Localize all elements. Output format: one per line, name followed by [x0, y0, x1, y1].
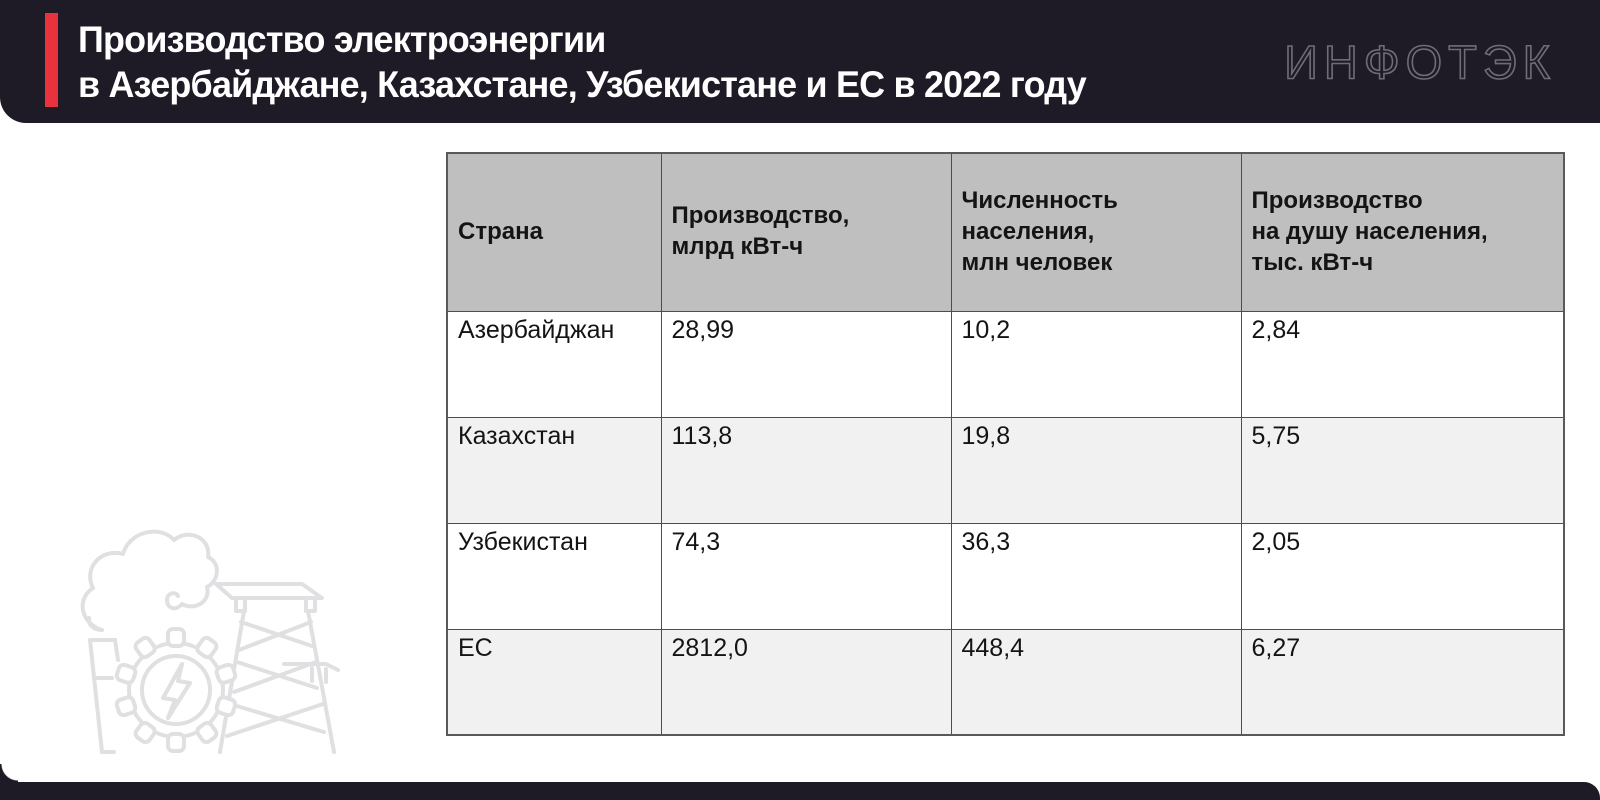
page-title: Производство электроэнергии в Азербайджа… [78, 17, 1087, 107]
cell-per-capita: 2,84 [1240, 310, 1565, 418]
transmission-tower-icon [214, 582, 340, 754]
column-header-country: Страна [446, 152, 662, 312]
page-title-line-2: в Азербайджане, Казахстане, Узбекистане … [78, 63, 1087, 105]
cell-production: 2812,0 [660, 628, 952, 736]
cell-population: 19,8 [950, 416, 1242, 524]
table-container: Страна Производство, млрд кВт-ч Численно… [446, 152, 1565, 736]
cell-country: Узбекистан [446, 522, 662, 630]
table-row: ЕС 2812,0 448,4 6,27 [446, 628, 1565, 736]
cell-population: 448,4 [950, 628, 1242, 736]
lightning-bolt-icon [161, 662, 192, 720]
column-header-production: Производство, млрд кВт-ч [660, 152, 952, 312]
cell-production: 113,8 [660, 416, 952, 524]
cell-per-capita: 5,75 [1240, 416, 1565, 524]
cell-per-capita: 2,05 [1240, 522, 1565, 630]
cell-production: 74,3 [660, 522, 952, 630]
chimney-icon [88, 638, 120, 754]
table-row: Азербайджан 28,99 10,2 2,84 [446, 310, 1565, 418]
footer-bar [0, 782, 1600, 800]
column-header-per-capita: Производство на душу населения, тыс. кВт… [1240, 152, 1565, 312]
cell-country: Азербайджан [446, 310, 662, 418]
table-row: Казахстан 113,8 19,8 5,75 [446, 416, 1565, 524]
infotek-logo: ИНФОТЭК [1283, 34, 1556, 89]
cell-production: 28,99 [660, 310, 952, 418]
accent-bar [45, 13, 58, 107]
cell-country: Казахстан [446, 416, 662, 524]
cell-country: ЕС [446, 628, 662, 736]
footer-fillet [0, 764, 18, 782]
cell-population: 10,2 [950, 310, 1242, 418]
gear-icon [114, 627, 238, 753]
table-header-row: Страна Производство, млрд кВт-ч Численно… [446, 152, 1565, 312]
power-plant-illustration [80, 529, 340, 754]
page-title-line-1: Производство электроэнергии [78, 18, 606, 60]
cell-per-capita: 6,27 [1240, 628, 1565, 736]
cell-population: 36,3 [950, 522, 1242, 630]
smoke-cloud-icon [80, 529, 219, 632]
header-bar: Производство электроэнергии в Азербайджа… [0, 0, 1600, 123]
column-header-population: Численность населения, млн человек [950, 152, 1242, 312]
table-row: Узбекистан 74,3 36,3 2,05 [446, 522, 1565, 630]
data-table: Страна Производство, млрд кВт-ч Численно… [446, 152, 1565, 736]
